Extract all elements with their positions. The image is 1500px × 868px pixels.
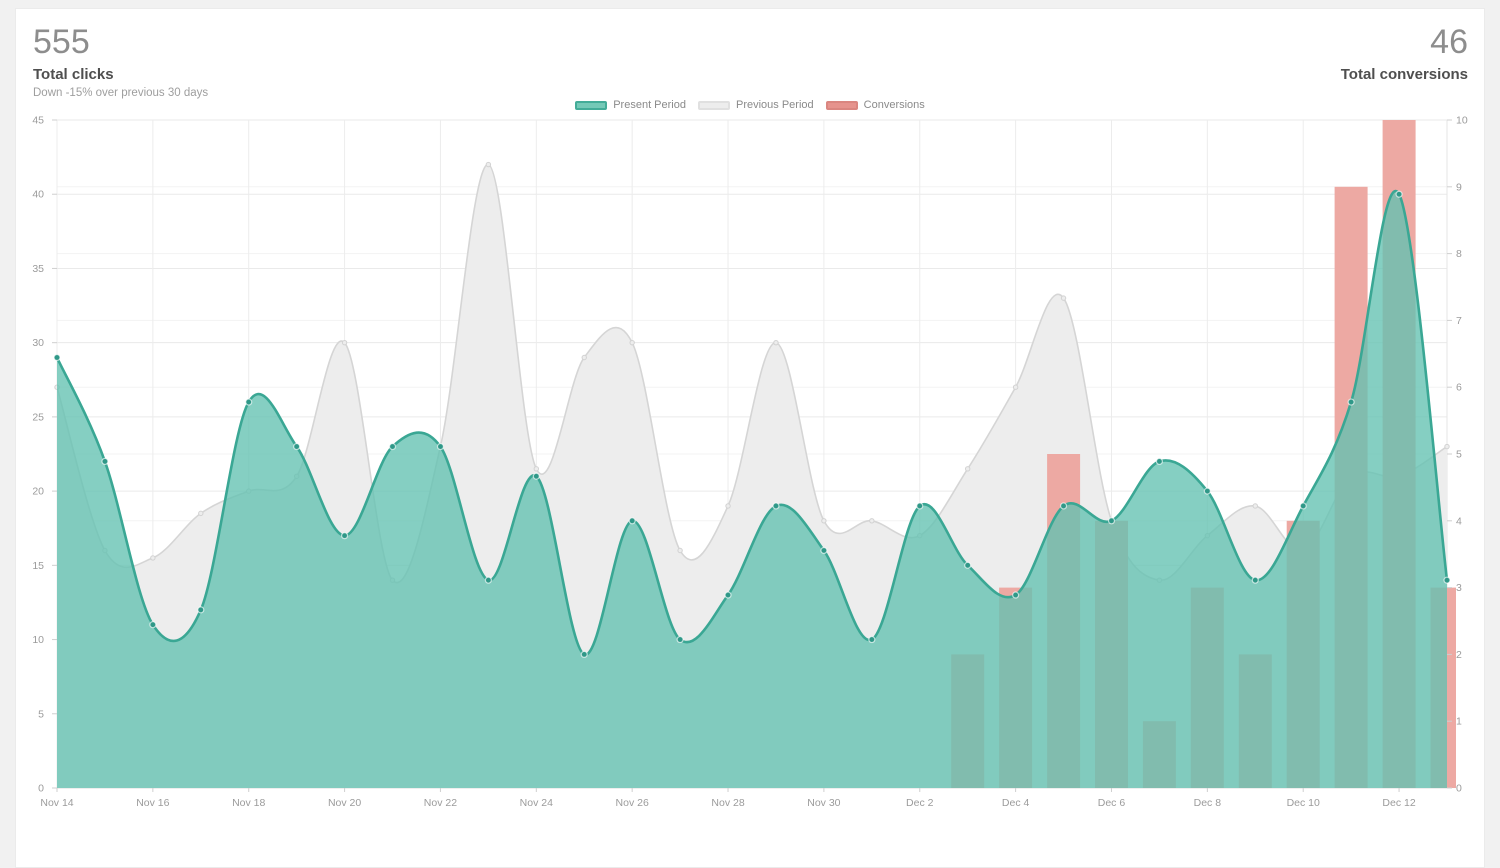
- chart-legend: Present Period Previous Period Conversio…: [0, 99, 1500, 111]
- svg-text:5: 5: [38, 708, 44, 720]
- legend-item-present-period[interactable]: Present Period: [575, 99, 686, 111]
- previous-period-swatch: [697, 100, 730, 110]
- svg-text:Nov 16: Nov 16: [136, 797, 169, 809]
- svg-text:7: 7: [1456, 315, 1462, 327]
- svg-text:3: 3: [1456, 582, 1462, 594]
- svg-text:Dec 2: Dec 2: [906, 797, 934, 809]
- total-conversions-value: 46: [1430, 23, 1468, 61]
- svg-text:8: 8: [1456, 248, 1462, 260]
- svg-text:10: 10: [1456, 115, 1468, 127]
- total-clicks-value: 555: [33, 23, 90, 61]
- svg-text:Dec 8: Dec 8: [1194, 797, 1222, 809]
- svg-text:30: 30: [32, 337, 44, 349]
- clicks-conversions-chart[interactable]: 0 5 10 15 20 25 30 35 40 45 0 1 2 3 4 5 6 7 8 9 10 Nov 14 Nov …: [0, 0, 1500, 836]
- svg-text:40: 40: [32, 189, 44, 201]
- svg-text:25: 25: [32, 411, 44, 423]
- svg-text:Nov 22: Nov 22: [424, 797, 457, 809]
- present-period-swatch: [575, 100, 608, 110]
- svg-text:15: 15: [32, 560, 44, 572]
- svg-text:10: 10: [32, 634, 44, 646]
- total-conversions-summary: 46 Total conversions: [1340, 23, 1468, 84]
- svg-text:Dec 6: Dec 6: [1098, 797, 1126, 809]
- svg-text:Nov 28: Nov 28: [711, 797, 744, 809]
- svg-text:Nov 26: Nov 26: [616, 797, 649, 809]
- svg-text:Nov 24: Nov 24: [520, 797, 553, 809]
- svg-text:20: 20: [32, 486, 44, 498]
- svg-text:Nov 30: Nov 30: [807, 797, 840, 809]
- svg-text:Dec 4: Dec 4: [1002, 797, 1030, 809]
- total-clicks-summary: 555 Total clicks Down -15% over previous…: [33, 23, 209, 100]
- svg-text:Nov 14: Nov 14: [40, 797, 73, 809]
- legend-item-previous-period[interactable]: Previous Period: [697, 99, 814, 111]
- svg-text:45: 45: [32, 115, 44, 127]
- svg-text:4: 4: [1456, 515, 1462, 527]
- svg-text:Dec 12: Dec 12: [1382, 797, 1415, 809]
- svg-text:Nov 18: Nov 18: [232, 797, 265, 809]
- svg-text:0: 0: [38, 783, 44, 795]
- legend-label: Present Period: [613, 99, 686, 111]
- svg-text:35: 35: [32, 263, 44, 275]
- total-clicks-label: Total clicks: [33, 66, 114, 84]
- svg-text:6: 6: [1456, 382, 1462, 394]
- total-conversions-label: Total conversions: [1340, 66, 1468, 84]
- svg-text:9: 9: [1456, 181, 1462, 193]
- svg-text:Dec 10: Dec 10: [1287, 797, 1320, 809]
- total-clicks-subtitle: Down -15% over previous 30 days: [33, 87, 209, 100]
- legend-label: Conversions: [863, 99, 925, 111]
- svg-text:5: 5: [1456, 449, 1462, 461]
- svg-text:2: 2: [1456, 649, 1462, 661]
- legend-label: Previous Period: [735, 99, 814, 111]
- conversions-swatch: [825, 100, 858, 110]
- svg-text:Nov 20: Nov 20: [328, 797, 361, 809]
- legend-item-conversions[interactable]: Conversions: [825, 99, 925, 111]
- svg-text:0: 0: [1456, 783, 1462, 795]
- svg-text:1: 1: [1456, 716, 1462, 728]
